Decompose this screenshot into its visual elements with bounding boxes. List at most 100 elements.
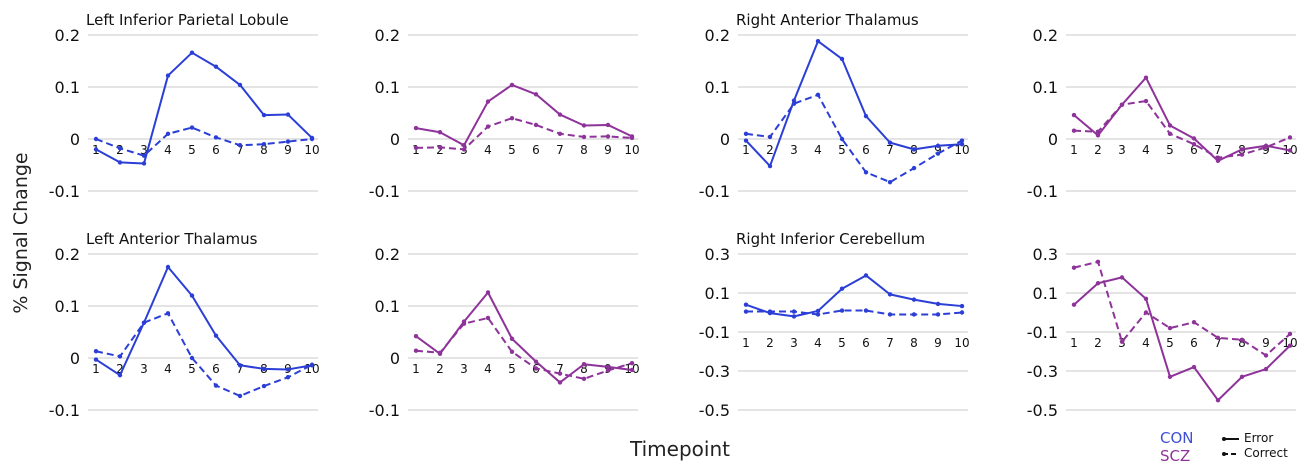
data-point-error	[605, 122, 611, 128]
data-point-correct	[237, 393, 243, 399]
y-tick-label: 0.2	[55, 245, 80, 264]
y-tick-label: -0.1	[699, 323, 730, 342]
x-tick-label: 1	[1070, 336, 1078, 350]
data-point-correct	[1191, 320, 1197, 325]
x-tick-label: 5	[188, 362, 196, 376]
data-point-error	[533, 92, 539, 97]
data-point-correct	[839, 308, 845, 313]
data-point-correct	[959, 310, 965, 315]
legend-item-correct: Correct	[1222, 446, 1312, 461]
y-tick-label: -0.1	[1027, 323, 1058, 342]
x-tick-label: 3	[140, 143, 148, 157]
data-point-correct	[1215, 335, 1221, 341]
data-point-error	[1287, 148, 1293, 153]
data-point-correct	[629, 361, 635, 366]
data-point-correct	[557, 371, 563, 376]
data-point-error	[117, 160, 123, 165]
data-point-error	[935, 143, 941, 148]
data-point-correct	[935, 151, 941, 156]
data-point-error	[629, 367, 635, 373]
panel-1: -0.100.10.212345678910Left Inferior Pari…	[49, 11, 320, 201]
y-tick-label: -0.1	[699, 182, 730, 201]
data-point-correct	[213, 383, 219, 388]
data-point-error	[887, 140, 893, 145]
data-point-correct	[581, 134, 587, 140]
data-point-error	[911, 297, 917, 302]
data-point-error	[1239, 147, 1245, 152]
legend: CON SCZ Error Correct	[1160, 429, 1310, 466]
y-axis-title: % Signal Change	[10, 152, 32, 313]
data-point-correct	[509, 349, 515, 354]
data-point-error	[213, 333, 219, 338]
y-tick-label: 0.2	[1033, 26, 1058, 45]
x-tick-label: 7	[1214, 336, 1222, 350]
data-point-correct	[461, 321, 467, 326]
x-tick-label: 6	[212, 362, 220, 376]
x-tick-label: 1	[742, 336, 750, 350]
data-point-error	[743, 138, 749, 143]
data-point-correct	[285, 139, 291, 144]
x-tick-label: 8	[580, 362, 588, 376]
data-point-error	[959, 142, 965, 147]
y-tick-label: 0.3	[1033, 245, 1058, 264]
x-tick-label: 1	[92, 362, 100, 376]
data-point-correct	[1143, 310, 1149, 315]
panel-2: -0.100.10.212345678910	[369, 26, 640, 201]
data-point-correct	[189, 355, 195, 361]
data-point-correct	[1167, 325, 1173, 331]
x-tick-label: 7	[236, 362, 244, 376]
data-point-error	[485, 290, 491, 295]
data-point-error	[1095, 133, 1101, 138]
legend-group-scz: SCZ	[1160, 447, 1191, 465]
data-point-error	[1143, 75, 1149, 80]
data-point-correct	[839, 136, 845, 142]
data-point-correct	[743, 309, 749, 314]
data-point-error	[261, 112, 267, 118]
x-tick-label: 6	[532, 143, 540, 157]
data-point-error	[911, 147, 917, 152]
y-tick-label: -0.1	[1027, 182, 1058, 201]
series-line-error	[745, 274, 963, 318]
x-tick-label: 8	[580, 143, 588, 157]
y-tick-label: 0	[70, 349, 80, 368]
data-point-correct	[141, 320, 147, 325]
data-point-error	[413, 125, 419, 131]
y-tick-label: 0.2	[375, 245, 400, 264]
x-tick-label: 1	[742, 143, 750, 157]
data-point-correct	[309, 362, 315, 367]
data-point-correct	[1239, 337, 1245, 342]
series-line-error	[745, 40, 963, 168]
data-point-correct	[935, 312, 941, 317]
data-point-correct	[767, 134, 773, 140]
data-point-correct	[93, 349, 99, 354]
solid-line-icon	[1222, 437, 1239, 441]
x-tick-label: 1	[412, 362, 420, 376]
x-tick-label: 2	[1094, 336, 1102, 350]
y-tick-label: -0.1	[369, 401, 400, 420]
data-point-error	[533, 359, 539, 364]
y-tick-label: 0.1	[375, 297, 400, 316]
x-tick-label: 2	[436, 143, 444, 157]
data-point-error	[1191, 364, 1197, 370]
data-point-error	[237, 363, 243, 368]
data-point-correct	[581, 376, 587, 381]
y-axis-title-container: % Signal Change	[0, 0, 40, 466]
panel-7: -0.5 -0.3 -0.1 0.1 0.3 1 2 3 4 5 6 7 8 9 10 Right Infer…	[699, 230, 970, 420]
x-tick-label: 4	[164, 143, 172, 157]
x-tick-label: 4	[484, 362, 492, 376]
x-axis-title: Timepoint	[630, 437, 730, 461]
x-tick-label: 10	[304, 143, 319, 157]
x-tick-label: 4	[1142, 143, 1150, 157]
y-tick-label: -0.1	[369, 182, 400, 201]
data-point-error	[935, 301, 941, 307]
x-tick-label: 9	[604, 143, 612, 157]
data-point-error	[1215, 398, 1221, 403]
series-line-error	[415, 291, 633, 384]
data-point-correct	[1287, 135, 1293, 140]
data-point-error	[1239, 374, 1245, 380]
y-tick-label: 0.2	[375, 26, 400, 45]
y-tick-label: 0.1	[55, 78, 80, 97]
data-point-correct	[117, 146, 123, 151]
